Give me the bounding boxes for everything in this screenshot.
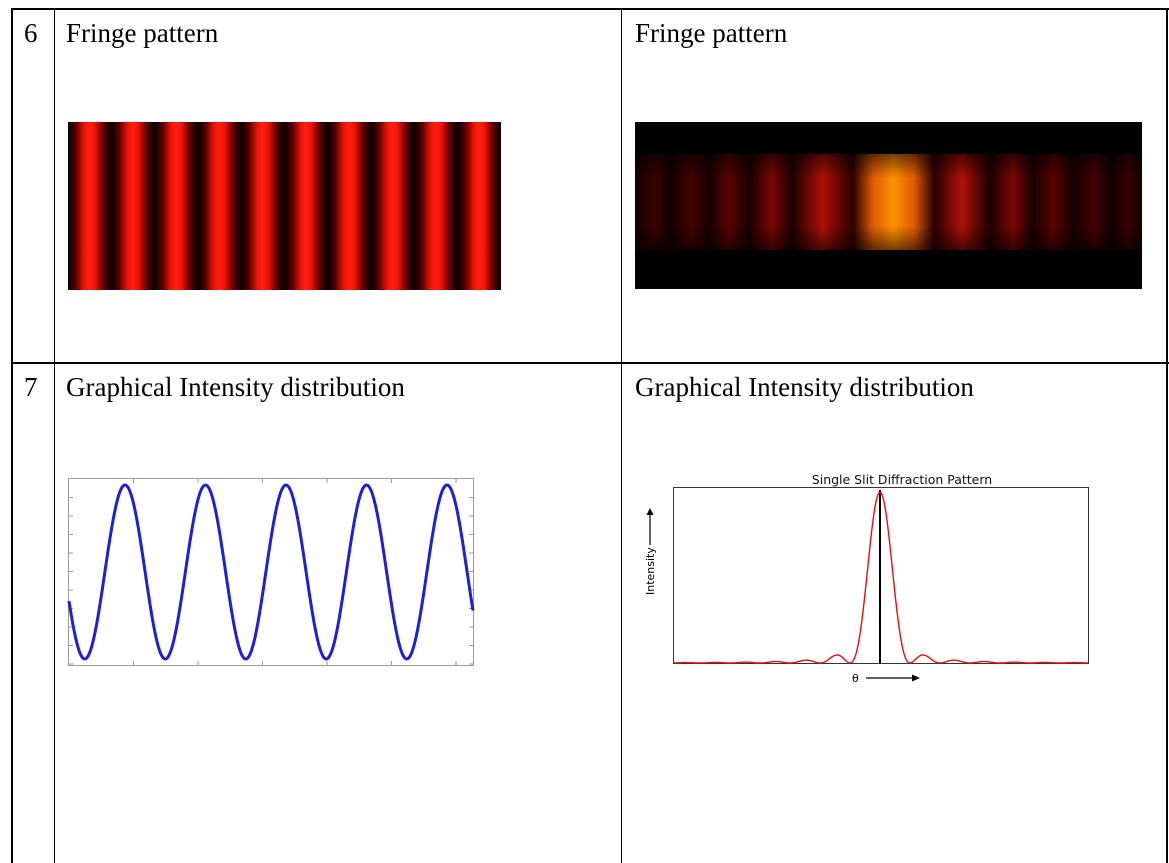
x-axis-label-text: θ (852, 672, 859, 685)
row-divider (11, 362, 1169, 364)
row-number-6: 6 (24, 18, 38, 48)
table-border-right (1166, 8, 1168, 863)
column-divider-number (54, 8, 55, 863)
row-6-left-label: Fringe pattern (66, 18, 219, 48)
double-slit-intensity-plot (67, 478, 475, 666)
double-slit-fringe-bands (68, 122, 501, 290)
y-axis-label-text: Intensity (644, 547, 657, 595)
diffraction-curve (673, 491, 1088, 664)
row-7-left-label: Graphical Intensity distribution (66, 372, 405, 402)
intensity-curve (67, 483, 475, 661)
plot-title: Single Slit Diffraction Pattern (812, 472, 992, 487)
row-6-right-label: Fringe pattern (635, 18, 788, 48)
single-slit-band-shading (635, 154, 1142, 250)
row-7-right-label: Graphical Intensity distribution (635, 372, 974, 402)
y-axis-arrowhead (646, 508, 654, 515)
plot-ticks (69, 479, 473, 665)
table-border-left (11, 8, 13, 863)
single-slit-fringe-image (635, 122, 1142, 289)
x-axis-arrowhead (912, 674, 920, 682)
row-number-7: 7 (24, 372, 38, 402)
double-slit-fringe-image (68, 122, 501, 290)
column-divider-middle (621, 8, 622, 863)
single-slit-intensity-plot: Single Slit Diffraction Pattern Intensit… (644, 472, 1089, 685)
table-border-top (11, 8, 1169, 10)
plot-frame (68, 478, 474, 666)
y-axis-label: Intensity (644, 508, 657, 595)
